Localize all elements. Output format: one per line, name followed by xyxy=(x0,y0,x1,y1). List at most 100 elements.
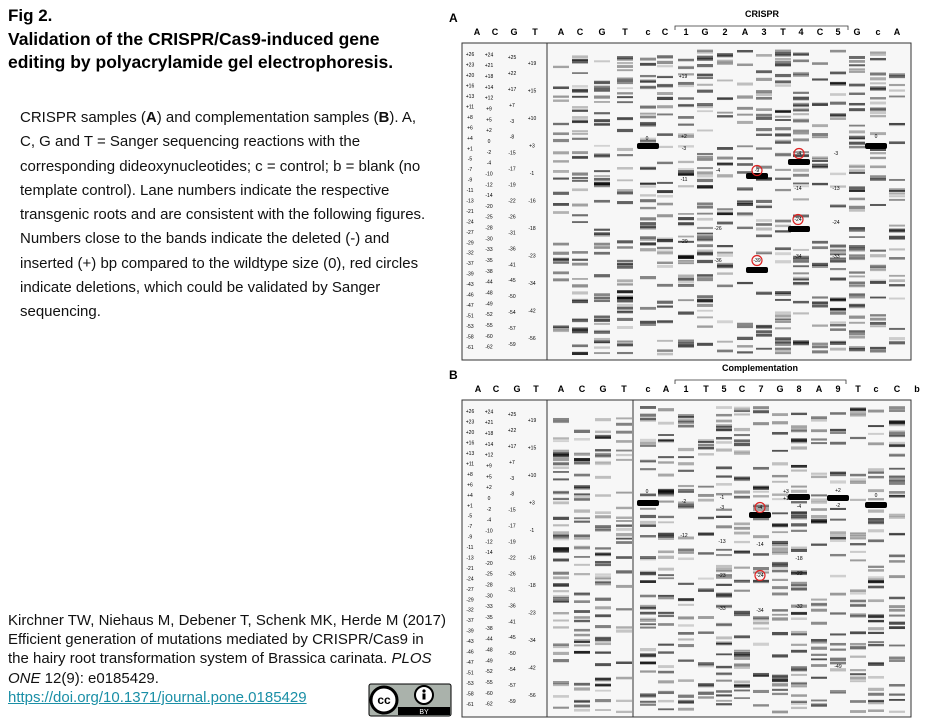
band xyxy=(678,311,694,315)
band xyxy=(616,533,632,537)
band xyxy=(889,279,905,283)
band xyxy=(889,76,905,79)
band xyxy=(678,488,694,492)
ladder-label: -30 xyxy=(485,236,492,242)
band xyxy=(753,704,769,707)
band xyxy=(734,663,750,667)
band xyxy=(716,413,732,417)
band xyxy=(658,643,674,646)
band xyxy=(772,431,788,435)
band xyxy=(657,85,673,88)
band xyxy=(553,86,569,90)
lane-label: c xyxy=(645,384,650,394)
band xyxy=(791,666,807,670)
band xyxy=(889,441,905,445)
band-annotation: -4 xyxy=(797,151,802,157)
band xyxy=(868,468,884,472)
ladder-label: -14 xyxy=(485,550,492,556)
band xyxy=(616,661,632,665)
ladder-label: +17 xyxy=(508,444,517,450)
band xyxy=(753,503,769,508)
ladder-label: -54 xyxy=(508,667,515,673)
dark-band xyxy=(865,143,887,149)
band xyxy=(574,619,590,623)
ladder-label: -45 xyxy=(508,635,515,641)
band xyxy=(716,665,732,669)
band xyxy=(698,683,714,687)
band xyxy=(697,202,713,206)
band xyxy=(791,604,807,608)
band xyxy=(737,113,753,116)
band xyxy=(756,234,772,238)
band xyxy=(868,619,884,622)
band xyxy=(793,102,809,106)
band xyxy=(772,512,788,515)
band xyxy=(716,636,732,640)
ladder-label: +26 xyxy=(466,409,475,415)
band xyxy=(830,536,846,540)
lane-label: 4 xyxy=(798,27,803,37)
band xyxy=(830,472,846,477)
band xyxy=(617,87,633,90)
band xyxy=(870,177,886,181)
band xyxy=(753,490,769,493)
band xyxy=(617,263,633,267)
lane-label: T xyxy=(855,384,861,394)
band xyxy=(889,235,905,239)
band xyxy=(734,490,750,494)
band xyxy=(850,532,866,535)
band xyxy=(553,659,569,663)
band xyxy=(889,454,905,457)
band xyxy=(734,666,750,669)
band xyxy=(793,265,809,268)
band xyxy=(793,198,809,201)
band xyxy=(594,119,610,123)
band xyxy=(889,89,905,92)
band xyxy=(775,339,791,343)
band-annotation: -11 xyxy=(681,177,688,183)
band xyxy=(616,524,632,527)
lane-label: G xyxy=(598,27,605,37)
band xyxy=(553,251,569,255)
band xyxy=(697,235,713,239)
lane-label: C xyxy=(579,384,586,394)
band xyxy=(594,89,610,92)
band xyxy=(811,646,827,650)
doi-link[interactable]: https://doi.org/10.1371/journal.pone.018… xyxy=(8,688,307,706)
band xyxy=(616,449,632,452)
band xyxy=(678,447,694,452)
band xyxy=(678,123,694,126)
ladder-label: -17 xyxy=(508,167,515,173)
ladder-label: -17 xyxy=(508,524,515,530)
band xyxy=(849,284,865,287)
band xyxy=(756,330,772,334)
ladder-label: -16 xyxy=(528,556,535,562)
band xyxy=(574,704,590,708)
band xyxy=(734,531,750,535)
band xyxy=(698,438,714,442)
band xyxy=(830,574,846,578)
band xyxy=(812,182,828,186)
band xyxy=(775,119,791,121)
ladder-label: -37 xyxy=(466,618,473,624)
band xyxy=(811,429,827,433)
group-label: Complementation xyxy=(722,363,798,373)
band xyxy=(791,464,807,467)
band xyxy=(658,623,674,626)
band xyxy=(657,191,673,193)
ladder-label: -19 xyxy=(508,540,515,546)
band xyxy=(678,424,694,428)
band xyxy=(734,496,750,499)
band xyxy=(594,228,610,231)
band xyxy=(678,213,694,215)
band xyxy=(775,168,791,171)
band xyxy=(697,103,713,107)
ladder-label: -26 xyxy=(508,571,515,577)
ladder-label: +3 xyxy=(529,500,535,506)
band xyxy=(594,80,610,84)
band xyxy=(697,325,713,328)
band xyxy=(697,299,713,303)
band xyxy=(678,240,694,243)
band xyxy=(812,124,828,128)
ladder-label: -7 xyxy=(468,524,473,530)
